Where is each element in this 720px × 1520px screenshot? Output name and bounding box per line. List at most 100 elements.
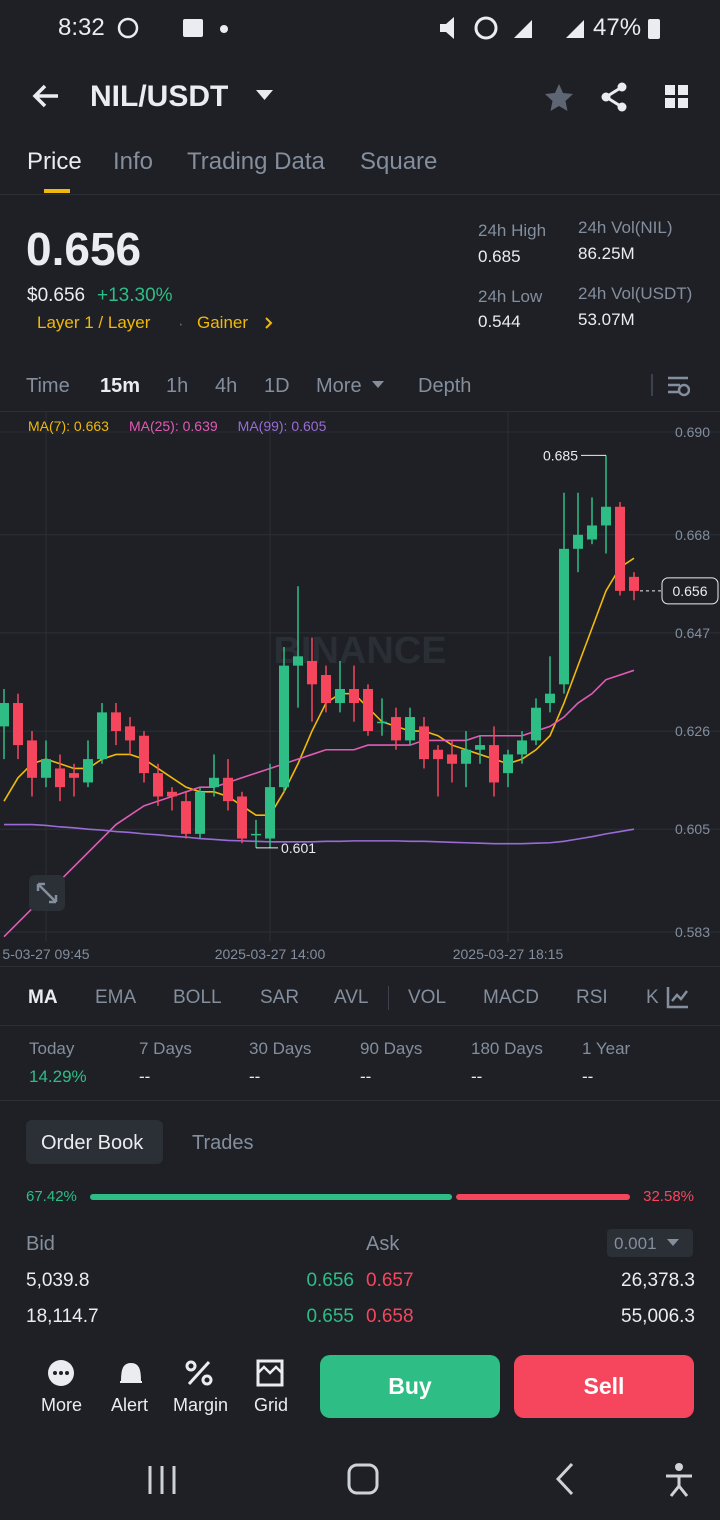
share[interactable] <box>600 82 630 112</box>
layout[interactable] <box>664 84 690 110</box>
candle-body <box>391 717 401 741</box>
pair-title[interactable]: NIL/USDT <box>90 80 229 113</box>
candle-body <box>433 749 443 760</box>
candle-body <box>447 754 457 764</box>
stat-value: 53.07M <box>578 310 635 329</box>
candle-body <box>545 693 555 704</box>
period-label: 180 Days <box>471 1039 543 1058</box>
action-icons <box>48 1359 284 1387</box>
timeframe[interactable]: Time <box>26 375 70 397</box>
candle-body <box>55 768 65 788</box>
candle-body <box>13 703 23 746</box>
more-dropdown[interactable] <box>371 380 385 390</box>
back-button[interactable] <box>30 82 60 110</box>
book-tab[interactable]: Trades <box>192 1132 254 1154</box>
legend-entry: MA(99): 0.605 <box>238 418 327 434</box>
fullscreen-button[interactable] <box>28 874 66 912</box>
ask-amount: 26,378.3 <box>621 1270 695 1291</box>
candle-body <box>475 745 485 750</box>
indicator-tab[interactable]: VOL <box>408 987 447 1008</box>
candle-body <box>251 833 261 836</box>
candle-body <box>573 534 583 549</box>
chart-settings[interactable] <box>650 372 690 398</box>
period-value: -- <box>139 1067 151 1086</box>
candle-body <box>209 777 219 788</box>
period-label: 30 Days <box>249 1039 312 1058</box>
candle-body <box>307 660 317 685</box>
indicator-tab[interactable]: EMA <box>95 987 137 1008</box>
precision-box[interactable] <box>607 1229 693 1257</box>
precision[interactable]: 0.001 <box>614 1234 657 1253</box>
candle-body <box>181 801 191 834</box>
candle-body <box>139 735 149 774</box>
status-right-icons <box>440 16 584 40</box>
stat-label: 24h Vol(USDT) <box>578 284 693 303</box>
indicator-tab[interactable]: AVL <box>334 987 369 1008</box>
indicator-separator <box>388 986 389 1010</box>
bid-amount: 5,039.8 <box>26 1270 90 1291</box>
timeframe[interactable]: 15m <box>100 375 141 397</box>
period-label: 90 Days <box>360 1039 423 1058</box>
divider <box>0 1100 720 1101</box>
pair-dropdown[interactable] <box>255 88 275 102</box>
action-label[interactable]: More <box>41 1395 83 1415</box>
candle-body <box>0 703 9 727</box>
book-tab[interactable]: Order Book <box>41 1132 144 1154</box>
timeframe[interactable]: More <box>316 375 362 397</box>
indicator-tab[interactable]: MACD <box>483 987 539 1008</box>
candle-body <box>419 726 429 760</box>
y-tick-label: 0.647 <box>675 625 710 641</box>
tab-indicator <box>44 189 70 193</box>
candle-body <box>83 759 93 783</box>
indicator-tab[interactable]: MA <box>28 987 58 1008</box>
candle-body <box>195 791 205 834</box>
tag[interactable]: Layer 1 / Layer <box>37 313 151 332</box>
indicator-tab[interactable]: BOLL <box>173 987 222 1008</box>
candle-body <box>461 749 471 764</box>
candle-body <box>111 712 121 732</box>
action-label[interactable]: Margin <box>173 1395 229 1415</box>
x-tick-label: 2025-03-27 14:00 <box>215 946 326 962</box>
y-tick-label: 0.605 <box>675 821 710 837</box>
ask-price: 0.657 <box>366 1270 414 1291</box>
indicator-tab[interactable]: RSI <box>576 987 608 1008</box>
precision-dropdown[interactable] <box>666 1238 680 1248</box>
stat-label: 24h Vol(NIL) <box>578 218 673 237</box>
indicator-settings[interactable] <box>666 985 690 1009</box>
price-chart: BINANCE 0.690 0.668 0.647 0.626 0.605 0.583 5-… <box>0 412 720 962</box>
divider <box>0 1025 720 1026</box>
divider <box>0 411 720 412</box>
stat-label: 24h High <box>478 221 547 240</box>
tab[interactable]: Info <box>113 148 154 175</box>
candle-body <box>559 548 569 685</box>
watermark: BINANCE <box>273 630 446 672</box>
buy-button[interactable]: Buy <box>320 1355 500 1418</box>
timeframe[interactable]: Depth <box>418 375 472 397</box>
bid-ratio-label: 67.42% <box>26 1188 77 1205</box>
tab[interactable]: Square <box>360 148 438 175</box>
action-label[interactable]: Alert <box>111 1395 149 1415</box>
stat-value: 0.685 <box>478 247 521 266</box>
tag[interactable]: Gainer <box>197 313 249 332</box>
candle-body <box>335 689 345 704</box>
action-label[interactable]: Grid <box>254 1395 289 1415</box>
ma-line <box>3 557 635 816</box>
timeframe[interactable]: 1D <box>264 375 290 397</box>
timeframe[interactable]: 4h <box>215 375 238 397</box>
tab[interactable]: Price <box>27 148 82 175</box>
timeframe[interactable]: 1h <box>166 375 189 397</box>
period-value: 14.29% <box>29 1067 87 1086</box>
battery: 47% <box>593 14 642 41</box>
bid-price: 0.655 <box>306 1306 354 1327</box>
status-icons <box>117 17 228 39</box>
favorite[interactable] <box>544 82 574 112</box>
x-tick-label: 5-03-27 09:45 <box>2 946 89 962</box>
tab[interactable]: Trading Data <box>187 148 325 175</box>
indicator-tab[interactable]: K <box>646 987 659 1008</box>
candle-body <box>349 689 359 704</box>
y-tick-label: 0.690 <box>675 424 710 440</box>
indicator-tab[interactable]: SAR <box>260 987 300 1008</box>
period-value: -- <box>360 1067 372 1086</box>
sell-button[interactable]: Sell <box>514 1355 694 1418</box>
